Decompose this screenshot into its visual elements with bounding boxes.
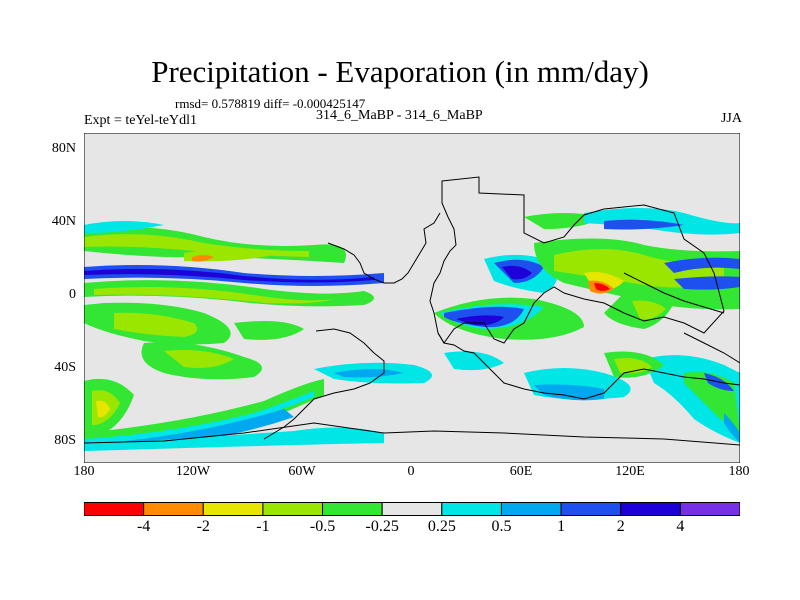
lon-tick-label: 120W [175, 464, 211, 479]
season-label: JJA [720, 111, 742, 126]
experiment-label: Expt = teYel-teYdl1 [84, 113, 198, 128]
colorbar-swatch [381, 502, 443, 516]
lat-tick-label: 0 [69, 287, 76, 302]
colorbar-level-label: 0.5 [491, 518, 512, 535]
lat-tick-label: 80N [51, 141, 76, 156]
lon-tick-label: 60W [288, 464, 316, 479]
lat-tick-label: 40S [54, 360, 76, 375]
colorbar-swatch [620, 502, 681, 516]
colorbar-swatch [441, 502, 502, 516]
rmsd-diff-stats: rmsd= 0.578819 diff= -0.000425147 [175, 96, 366, 111]
lon-tick-label: 0 [407, 464, 415, 479]
colorbar-level-label: 1 [557, 518, 566, 535]
colorbar-swatch [262, 502, 324, 516]
southern-ocean-fields [84, 351, 740, 451]
lon-tick-label: 120E [615, 464, 645, 479]
colorbar-level-label: 2 [616, 518, 625, 535]
precip-evap-map [84, 133, 740, 463]
lon-tick-label: 60E [509, 464, 533, 479]
pacific-fields [84, 221, 384, 433]
lat-tick-label: 80S [54, 433, 76, 448]
colorbar [84, 502, 740, 516]
chart-title: Precipitation - Evaporation (in mm/day) [151, 54, 649, 89]
colorbar-swatch [202, 502, 264, 516]
colorbar-level-label: -4 [136, 518, 151, 535]
colorbar-swatch [84, 502, 145, 516]
colorbar-level-label: -0.25 [365, 518, 399, 535]
colorbar-swatch [679, 502, 740, 516]
lat-tick-label: 40N [51, 214, 76, 229]
colorbar-level-label: 4 [676, 518, 685, 535]
colorbar-swatch [322, 502, 383, 516]
lon-tick-label: 180 [728, 464, 750, 479]
colorbar-swatch [560, 502, 622, 516]
colorbar-swatch [500, 502, 562, 516]
colorbar-swatch [143, 502, 204, 516]
colorbar-level-label: 0.25 [427, 518, 456, 535]
runs-label: 314_6_MaBP - 314_6_MaBP [316, 108, 483, 123]
colorbar-level-label: -0.5 [309, 518, 336, 535]
continent-outlines [84, 176, 740, 446]
eastern-hemisphere-fields [434, 208, 740, 378]
colorbar-level-label: -1 [256, 518, 270, 535]
colorbar-level-label: -2 [196, 518, 210, 535]
lon-tick-label: 180 [73, 464, 95, 479]
